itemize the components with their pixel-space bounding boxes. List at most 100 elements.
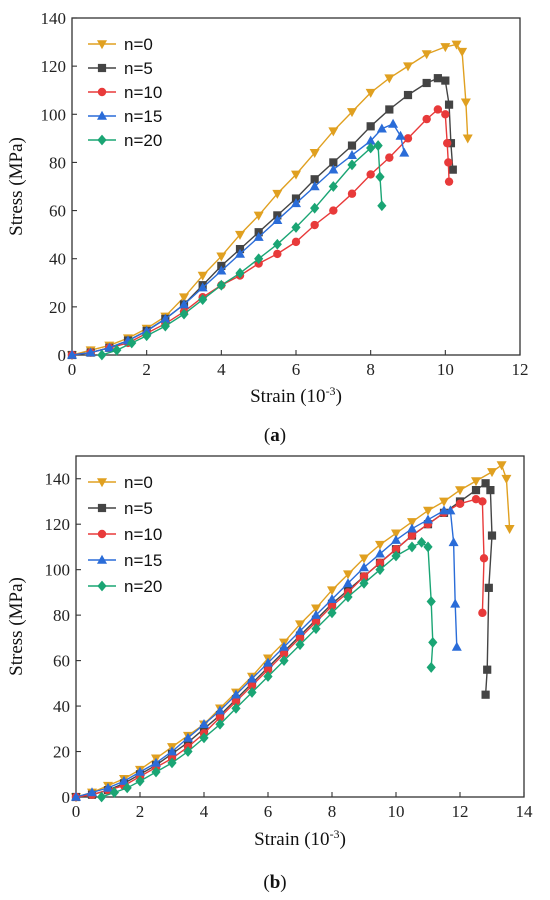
data-point: [272, 189, 283, 199]
data-point: [109, 787, 119, 798]
y-tick-label: 0: [58, 346, 67, 365]
data-point: [279, 649, 289, 658]
data-point: [272, 215, 283, 224]
data-point: [483, 665, 492, 674]
data-point: [441, 110, 450, 119]
data-point: [151, 757, 161, 767]
data-point: [247, 673, 257, 683]
data-point: [366, 122, 375, 131]
data-point: [253, 211, 264, 221]
series-n=15: [71, 505, 462, 801]
data-point: [407, 541, 417, 553]
data-point: [407, 518, 417, 528]
data-point: [391, 534, 401, 544]
legend-label: n=5: [124, 59, 153, 78]
data-point: [263, 665, 273, 674]
data-point: [279, 641, 289, 651]
data-point: [471, 494, 481, 504]
x-axis-label-sup: -3: [326, 384, 336, 398]
data-point: [444, 100, 454, 109]
x-tick-label: 6: [264, 802, 273, 821]
data-point: [343, 578, 353, 588]
x-axis-label: Strain (10-3): [254, 827, 346, 850]
data-point: [327, 607, 337, 619]
data-point: [231, 702, 241, 714]
x-tick-label: 4: [217, 360, 226, 379]
data-point: [384, 74, 395, 84]
legend-marker: [97, 554, 107, 564]
caption-open: (: [264, 425, 270, 446]
data-point: [479, 554, 489, 563]
y-tick-label: 40: [49, 250, 66, 269]
caption-close: ): [280, 425, 286, 446]
data-point: [215, 718, 225, 730]
data-point: [97, 791, 107, 803]
x-tick-label: 8: [366, 360, 375, 379]
data-point: [151, 766, 161, 778]
data-point: [309, 181, 320, 191]
data-point: [391, 550, 401, 562]
data-point: [291, 237, 301, 247]
data-point: [97, 349, 107, 361]
data-point: [231, 697, 241, 706]
data-point: [122, 782, 132, 794]
data-point: [481, 690, 490, 699]
x-tick-label: 8: [328, 802, 337, 821]
data-point: [377, 200, 387, 212]
y-tick-label: 20: [49, 298, 66, 317]
data-point: [444, 177, 454, 186]
data-point: [399, 147, 410, 157]
legend: n=0 n=5 n=10 n=15 n=20: [88, 473, 162, 596]
data-point: [455, 486, 465, 496]
data-point: [327, 586, 337, 596]
data-point: [311, 623, 321, 635]
data-point: [451, 40, 462, 50]
data-point: [291, 198, 301, 208]
data-point: [486, 486, 495, 495]
data-point: [478, 497, 487, 506]
data-point: [127, 337, 137, 349]
data-point: [347, 141, 357, 150]
y-tick-label: 0: [62, 788, 71, 807]
caption-letter: a: [270, 425, 280, 446]
data-point: [103, 782, 113, 792]
x-tick-label: 14: [516, 802, 534, 821]
data-point: [167, 746, 177, 756]
data-point: [167, 757, 177, 769]
data-point: [272, 238, 282, 250]
data-point: [215, 713, 225, 722]
data-point: [423, 541, 433, 553]
x-tick-label: 12: [452, 802, 469, 821]
data-point: [407, 531, 417, 540]
x-axis-label-end: ): [336, 386, 342, 407]
data-point: [460, 98, 471, 108]
data-point: [359, 554, 369, 564]
y-tick-label: 120: [45, 515, 71, 534]
data-point: [366, 170, 375, 179]
data-point: [487, 531, 497, 540]
data-point: [179, 308, 189, 320]
data-point: [179, 293, 189, 303]
x-tick-label: 2: [142, 360, 151, 379]
data-point: [329, 206, 338, 215]
data-point: [375, 548, 385, 558]
y-tick-label: 60: [49, 202, 66, 221]
data-point: [422, 78, 431, 88]
data-point: [403, 62, 413, 72]
data-point: [347, 108, 357, 118]
data-point: [426, 596, 436, 607]
data-point: [247, 681, 257, 690]
data-point: [328, 181, 338, 192]
y-tick-label: 40: [53, 697, 70, 716]
data-point: [359, 572, 369, 581]
data-point: [343, 591, 353, 603]
data-point: [179, 299, 189, 309]
data-point: [375, 540, 385, 550]
data-point: [310, 220, 319, 230]
data-point: [448, 165, 457, 174]
data-point: [347, 189, 357, 198]
y-tick-label: 120: [41, 57, 67, 76]
plot-frame: [75, 455, 525, 798]
data-point: [373, 140, 383, 151]
